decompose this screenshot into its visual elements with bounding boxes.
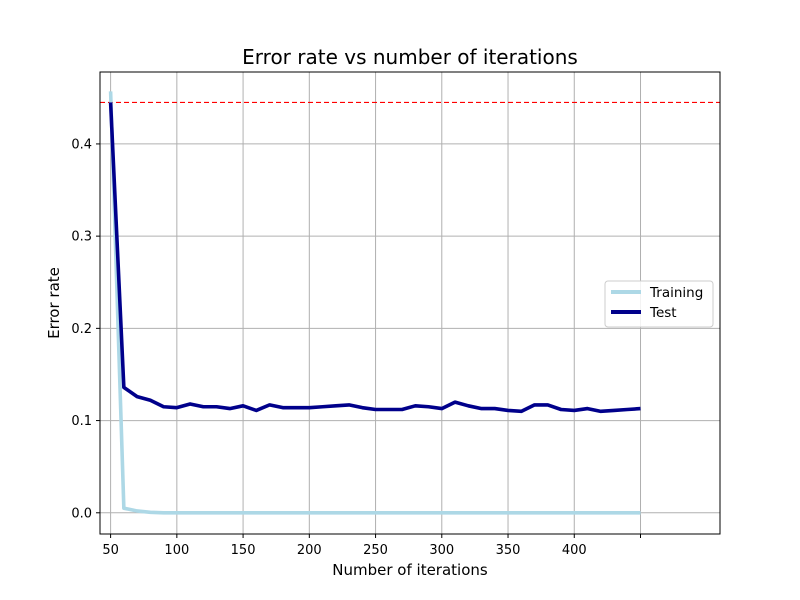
x-tick-label: 400	[562, 543, 587, 558]
plot-area-frame	[99, 71, 721, 535]
chart-title: Error rate vs number of iterations	[242, 45, 578, 69]
y-tick-label: 0.1	[71, 414, 92, 429]
series-lines	[108, 91, 641, 515]
y-axis-ticks: 0.0 0.1 0.2 0.3 0.4	[71, 137, 100, 521]
x-tick-label: 150	[231, 543, 256, 558]
legend-label-test: Test	[649, 305, 677, 321]
x-axis-label: Number of iterations	[332, 561, 488, 579]
x-tick-label: 250	[363, 543, 388, 558]
y-axis-label: Error rate	[45, 267, 63, 339]
x-tick-label: 300	[429, 543, 454, 558]
x-tick-label: 200	[297, 543, 322, 558]
series-line-training	[108, 91, 641, 515]
series-line-test	[108, 102, 641, 414]
x-tick-label: 350	[496, 543, 521, 558]
y-tick-label: 0.4	[71, 137, 92, 152]
y-tick-label: 0.2	[71, 322, 92, 337]
x-tick-label: 50	[102, 543, 119, 558]
x-tick-label: 100	[164, 543, 189, 558]
y-tick-label: 0.0	[71, 506, 92, 521]
legend-label-training: Training	[649, 285, 703, 301]
y-tick-label: 0.3	[71, 230, 92, 245]
legend: Training Test	[604, 280, 714, 328]
x-axis-ticks: 50 100 150 200 250 300 350 400	[102, 534, 642, 558]
